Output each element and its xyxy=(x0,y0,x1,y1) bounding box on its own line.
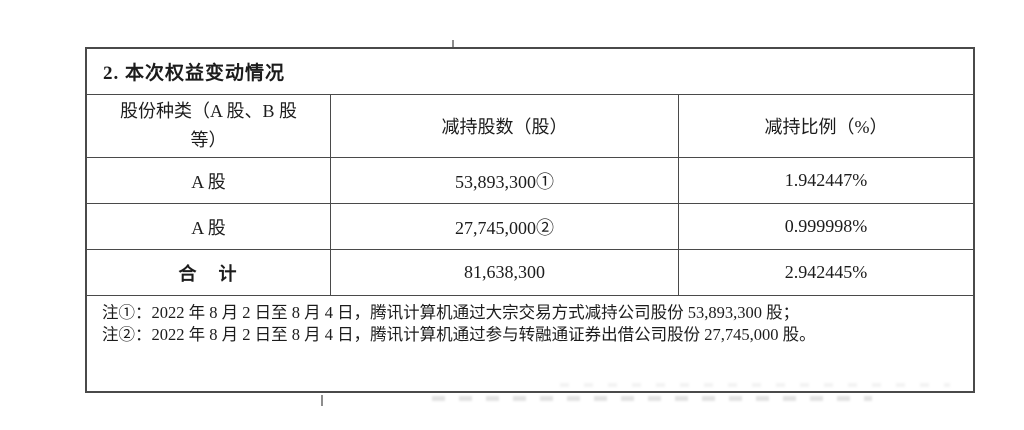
table-header-row: 股份种类（A 股、B 股等） 减持股数（股） 减持比例（%） xyxy=(87,94,973,157)
cell-total-label: 合 计 xyxy=(178,263,239,284)
table-row: A 股 27,745,000② 0.999998% xyxy=(87,203,973,249)
cell-reduction-ratio: 1.942447% xyxy=(678,158,973,203)
table-notes: 注①：2022 年 8 月 2 日至 8 月 4 日，腾讯计算机通过大宗交易方式… xyxy=(87,295,973,391)
cell-total-shares: 81,638,300 xyxy=(330,250,678,295)
cell-total-ratio: 2.942445% xyxy=(678,250,973,295)
scan-artifact-bottom-tick xyxy=(321,395,323,406)
cell-share-type: A 股 xyxy=(191,171,226,192)
table-row-total: 合 计 81,638,300 2.942445% xyxy=(87,249,973,295)
cell-shares-reduced: 27,745,000② xyxy=(330,204,678,249)
section-title: 2. 本次权益变动情况 xyxy=(103,63,286,84)
section-title-row: 2. 本次权益变动情况 xyxy=(87,49,973,94)
footnote-1: 注①：2022 年 8 月 2 日至 8 月 4 日，腾讯计算机通过大宗交易方式… xyxy=(102,303,800,322)
scan-artifact-bleedthrough-above xyxy=(560,383,950,387)
cell-shares-reduced: 53,893,300① xyxy=(330,158,678,203)
equity-change-table: 2. 本次权益变动情况 股份种类（A 股、B 股等） 减持股数（股） 减持比例（… xyxy=(85,47,975,393)
scan-artifact-cutoff-text xyxy=(432,396,872,401)
cell-share-type: A 股 xyxy=(191,217,226,238)
scan-artifact-top-tick xyxy=(452,40,454,48)
header-share-type: 股份种类（A 股、B 股等） xyxy=(119,101,297,150)
footnote-2: 注②：2022 年 8 月 2 日至 8 月 4 日，腾讯计算机通过参与转融通证… xyxy=(102,325,816,344)
table-row: A 股 53,893,300① 1.942447% xyxy=(87,157,973,203)
header-shares-reduced: 减持股数（股） xyxy=(330,95,678,157)
header-reduction-ratio: 减持比例（%） xyxy=(678,95,973,157)
cell-reduction-ratio: 0.999998% xyxy=(678,204,973,249)
